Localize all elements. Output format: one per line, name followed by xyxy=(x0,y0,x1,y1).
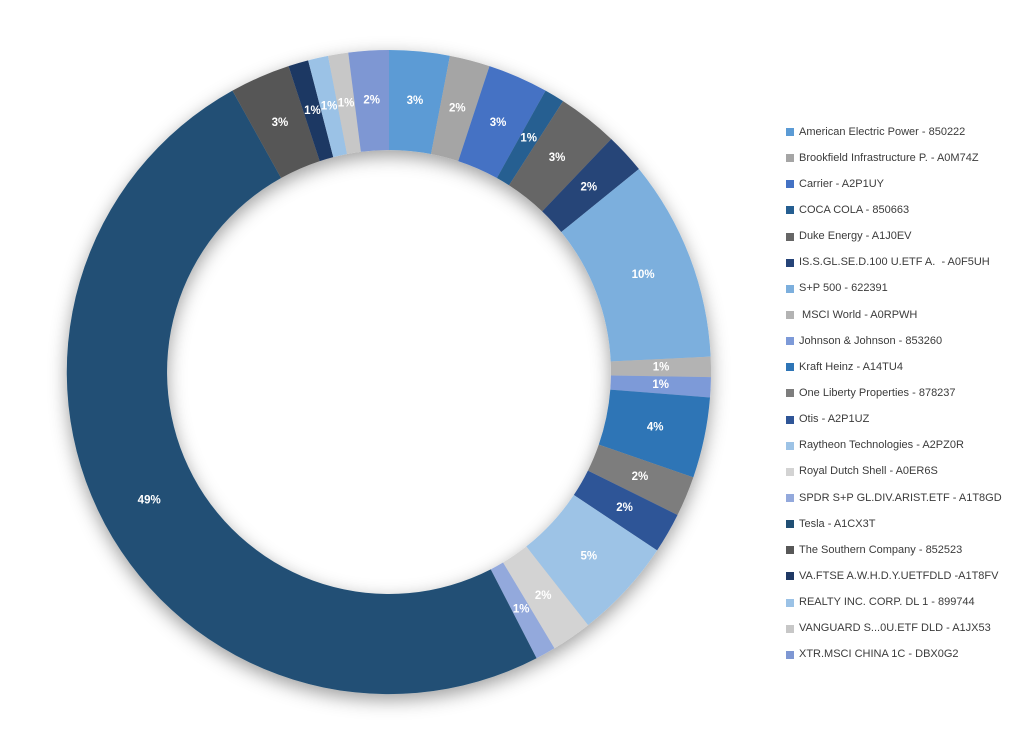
donut-slice-16[interactable] xyxy=(232,66,320,179)
legend-swatch xyxy=(786,128,794,137)
legend-item-17[interactable]: VA.FTSE A.W.H.D.Y.UETFDLD -A1T8FV xyxy=(786,563,1018,589)
legend-item-18[interactable]: REALTY INC. CORP. DL 1 - 899744 xyxy=(786,590,1018,616)
donut-slice-6[interactable] xyxy=(561,168,711,362)
legend-label: One Liberty Properties - 878237 xyxy=(799,386,956,399)
legend-swatch xyxy=(786,441,794,450)
donut-slice-3[interactable] xyxy=(496,90,564,186)
legend-item-10[interactable]: One Liberty Properties - 878237 xyxy=(786,380,1018,406)
legend-item-16[interactable]: The Southern Company - 852523 xyxy=(786,537,1018,563)
legend-item-13[interactable]: Royal Dutch Shell - A0ER6S xyxy=(786,459,1018,485)
legend-item-20[interactable]: XTR.MSCI CHINA 1C - DBX0G2 xyxy=(786,642,1018,668)
legend-label: Otis - A2P1UZ xyxy=(799,413,870,426)
donut-slice-17[interactable] xyxy=(288,60,334,162)
legend-item-5[interactable]: IS.S.GL.SE.D.100 U.ETF A. - A0F5UH xyxy=(786,250,1018,276)
legend-label: S+P 500 - 622391 xyxy=(799,282,888,295)
legend-swatch xyxy=(786,154,794,163)
legend-item-8[interactable]: Johnson & Johnson - 853260 xyxy=(786,328,1018,354)
donut-slice-13[interactable] xyxy=(503,546,589,649)
donut-slice-8[interactable] xyxy=(610,375,711,398)
donut-slice-12[interactable] xyxy=(526,494,658,626)
donut-slice-19[interactable] xyxy=(328,52,361,155)
donut-slice-15[interactable] xyxy=(66,90,537,695)
legend-swatch xyxy=(786,284,794,293)
legend-label: SPDR S+P GL.DIV.ARIST.ETF - A1T8GD xyxy=(799,491,1002,504)
legend-swatch xyxy=(786,520,794,529)
donut-slice-0[interactable] xyxy=(389,50,450,155)
legend-label: Raytheon Technologies - A2PZ0R xyxy=(799,439,964,452)
legend-swatch xyxy=(786,572,794,581)
legend-swatch xyxy=(786,311,794,320)
legend-swatch xyxy=(786,650,794,659)
legend-swatch xyxy=(786,363,794,372)
donut-slices xyxy=(66,50,712,695)
legend-item-14[interactable]: SPDR S+P GL.DIV.ARIST.ETF - A1T8GD xyxy=(786,485,1018,511)
legend-label: XTR.MSCI CHINA 1C - DBX0G2 xyxy=(799,648,959,661)
legend-swatch xyxy=(786,494,794,503)
donut-slice-10[interactable] xyxy=(587,444,694,515)
legend-label: Royal Dutch Shell - A0ER6S xyxy=(799,465,938,478)
donut-slice-4[interactable] xyxy=(509,101,612,212)
donut-slice-14[interactable] xyxy=(490,562,555,659)
legend-swatch xyxy=(786,546,794,555)
legend-label: The Southern Company - 852523 xyxy=(799,543,963,556)
legend-swatch xyxy=(786,467,794,476)
legend-label: COCA COLA - 850663 xyxy=(799,203,910,216)
legend-item-3[interactable]: COCA COLA - 850663 xyxy=(786,197,1018,223)
chart-legend: American Electric Power - 850222 Brookfie… xyxy=(786,119,1018,668)
legend-item-6[interactable]: S+P 500 - 622391 xyxy=(786,276,1018,302)
legend-item-19[interactable]: VANGUARD S...0U.ETF DLD - A1JX53 xyxy=(786,616,1018,642)
legend-label: Tesla - A1CX3T xyxy=(799,517,876,530)
legend-label: VANGUARD S...0U.ETF DLD - A1JX53 xyxy=(799,622,991,635)
donut-slice-20[interactable] xyxy=(348,50,389,152)
legend-swatch xyxy=(786,337,794,346)
legend-label: American Electric Power - 850222 xyxy=(799,125,966,138)
legend-item-0[interactable]: American Electric Power - 850222 xyxy=(786,119,1018,145)
donut-slice-5[interactable] xyxy=(542,138,639,233)
legend-label: Kraft Heinz - A14TU4 xyxy=(799,360,903,373)
legend-item-12[interactable]: Raytheon Technologies - A2PZ0R xyxy=(786,433,1018,459)
donut-slice-18[interactable] xyxy=(308,55,347,158)
legend-swatch xyxy=(786,624,794,633)
legend-label: REALTY INC. CORP. DL 1 - 899744 xyxy=(799,596,975,609)
legend-swatch xyxy=(786,258,794,267)
legend-swatch xyxy=(786,206,794,215)
donut-slice-2[interactable] xyxy=(458,66,546,179)
donut-slice-1[interactable] xyxy=(431,55,490,162)
legend-label: IS.S.GL.SE.D.100 U.ETF A. - A0F5UH xyxy=(799,256,990,269)
donut-slice-11[interactable] xyxy=(573,470,678,551)
legend-swatch xyxy=(786,598,794,607)
legend-swatch xyxy=(786,232,794,241)
legend-item-15[interactable]: Tesla - A1CX3T xyxy=(786,511,1018,537)
donut-slice-9[interactable] xyxy=(598,389,710,478)
legend-item-1[interactable]: Brookfield Infrastructure P. - A0M74Z xyxy=(786,145,1018,171)
legend-label: VA.FTSE A.W.H.D.Y.UETFDLD -A1T8FV xyxy=(799,569,999,582)
legend-label: MSCI World - A0RPWH xyxy=(799,308,918,321)
legend-label: Johnson & Johnson - 853260 xyxy=(799,334,943,347)
legend-item-7[interactable]: MSCI World - A0RPWH xyxy=(786,302,1018,328)
legend-item-11[interactable]: Otis - A2P1UZ xyxy=(786,407,1018,433)
legend-swatch xyxy=(786,180,794,189)
donut-slice-7[interactable] xyxy=(610,356,712,378)
legend-swatch xyxy=(786,415,794,424)
legend-item-4[interactable]: Duke Energy - A1J0EV xyxy=(786,224,1018,250)
legend-item-2[interactable]: Carrier - A2P1UY xyxy=(786,171,1018,197)
legend-label: Brookfield Infrastructure P. - A0M74Z xyxy=(799,151,979,164)
legend-swatch xyxy=(786,389,794,398)
legend-label: Duke Energy - A1J0EV xyxy=(799,230,912,243)
legend-label: Carrier - A2P1UY xyxy=(799,177,884,190)
legend-item-9[interactable]: Kraft Heinz - A14TU4 xyxy=(786,354,1018,380)
